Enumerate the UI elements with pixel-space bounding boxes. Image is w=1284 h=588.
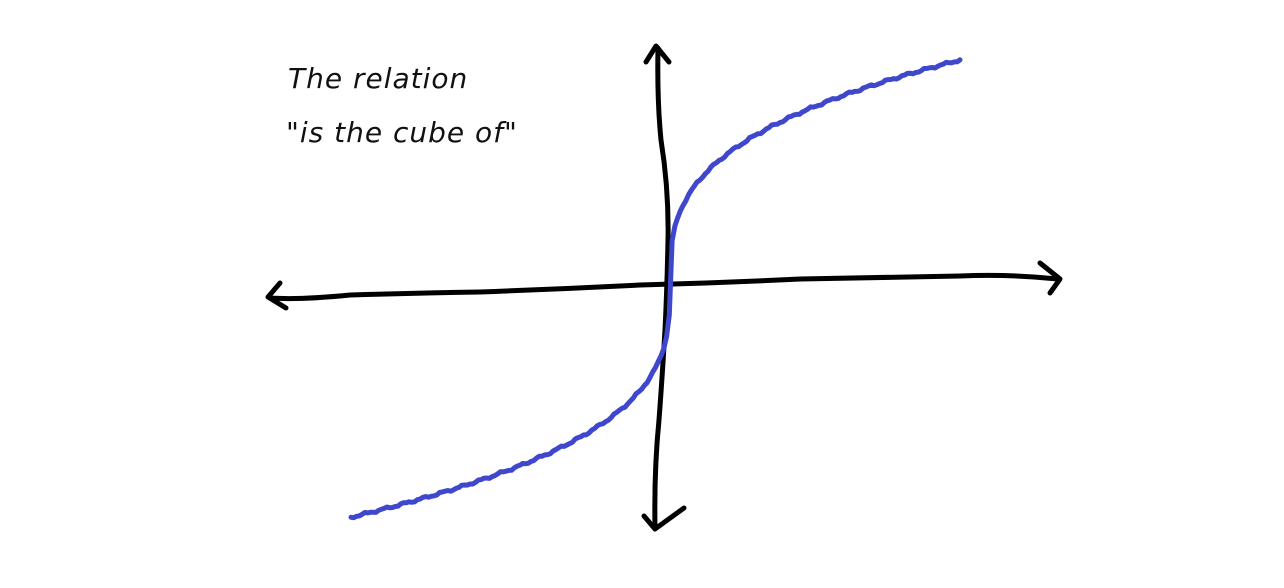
handwritten-note: The relation "is the cube of" [286,62,518,149]
x-axis-left-arrowhead [265,280,289,311]
x-axis [265,260,1063,311]
y-axis-line [652,45,671,530]
note-line-2: "is the cube of" [286,116,518,149]
x-axis-line [267,272,1061,302]
x-axis-right-arrowhead [1037,260,1063,296]
cube-root-curve-layer [348,57,963,521]
cube-root-curve [348,57,963,521]
y-axis-top-arrowhead [643,43,672,65]
y-axis-bottom-arrowhead [641,505,687,532]
y-axis [641,43,687,532]
note-line-1: The relation [288,62,468,95]
